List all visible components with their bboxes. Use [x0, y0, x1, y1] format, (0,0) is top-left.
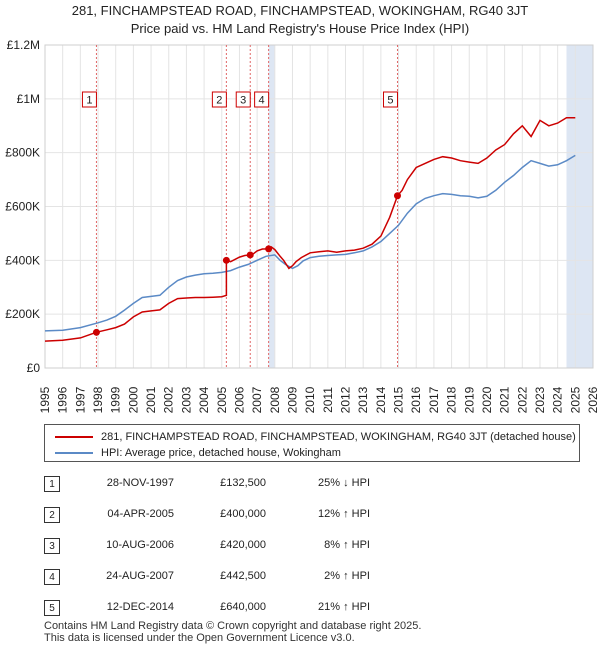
y-tick-label: £800K: [5, 146, 40, 160]
x-tick-label: 1998: [91, 386, 105, 413]
x-tick-label: 1996: [56, 386, 70, 413]
sale-hpi-diff: 2% ↑ HPI: [324, 570, 370, 582]
sale-date: 24-AUG-2007: [106, 570, 174, 582]
footer-licence: This data is licensed under the Open Gov…: [44, 632, 355, 644]
plot-area: [44, 44, 594, 369]
sale-hpi-diff: 25% ↓ HPI: [318, 477, 370, 489]
sale-label-box: [81, 91, 97, 108]
y-tick-label: £1.2M: [7, 38, 40, 52]
sale-number: 5: [44, 600, 60, 616]
x-tick-label: 2005: [215, 386, 229, 413]
sale-label: 1: [86, 95, 92, 107]
x-tick-label: 2000: [126, 386, 140, 413]
sale-hpi-diff: 8% ↑ HPI: [324, 539, 370, 551]
x-tick-label: 1999: [109, 386, 123, 413]
sale-hpi-diff: 21% ↑ HPI: [318, 601, 370, 613]
legend-label-hpi: HPI: Average price, detached house, Woki…: [101, 447, 341, 459]
x-tick-label: 2007: [250, 386, 264, 413]
sale-date: 10-AUG-2006: [106, 539, 174, 551]
x-tick-label: 2001: [144, 386, 158, 413]
x-tick-label: 2024: [551, 386, 565, 413]
sale-price: £132,500: [220, 477, 266, 489]
chart-title: 281, FINCHAMPSTEAD ROAD, FINCHAMPSTEAD, …: [0, 2, 600, 38]
sale-point: [393, 192, 401, 200]
x-tick-label: 2016: [409, 386, 423, 413]
x-tick-label: 2012: [339, 386, 353, 413]
footer-copyright: Contains HM Land Registry data © Crown c…: [44, 620, 422, 632]
sale-price: £640,000: [220, 601, 266, 613]
x-tick-label: 2013: [356, 386, 370, 413]
sales-table: 1 28-NOV-1997 £132,500 25% ↓ HPI 2 04-AP…: [44, 472, 584, 627]
x-tick-label: 2002: [162, 386, 176, 413]
y-tick-label: £200K: [5, 307, 40, 321]
table-row: 5 12-DEC-2014 £640,000 21% ↑ HPI: [44, 596, 584, 627]
x-tick-label: 2020: [480, 386, 494, 413]
x-tick-label: 2015: [392, 386, 406, 413]
sale-point: [92, 328, 100, 336]
y-tick-label: £400K: [5, 253, 40, 267]
x-tick-label: 2006: [232, 386, 246, 413]
x-tick-label: 2008: [268, 386, 282, 413]
table-row: 3 10-AUG-2006 £420,000 8% ↑ HPI: [44, 534, 584, 565]
sale-date: 12-DEC-2014: [106, 601, 174, 613]
title-line-1: 281, FINCHAMPSTEAD ROAD, FINCHAMPSTEAD, …: [71, 3, 529, 18]
x-tick-label: 2009: [285, 386, 299, 413]
x-tick-label: 1997: [73, 386, 87, 413]
footer: Contains HM Land Registry data © Crown c…: [44, 620, 421, 644]
legend-label-property: 281, FINCHAMPSTEAD ROAD, FINCHAMPSTEAD, …: [101, 431, 576, 443]
sale-number: 3: [44, 538, 60, 554]
sale-price: £400,000: [220, 508, 266, 520]
x-tick-label: 2025: [568, 386, 582, 413]
x-tick-label: 2018: [445, 386, 459, 413]
x-tick-label: 2026: [586, 386, 600, 413]
x-tick-label: 2004: [197, 386, 211, 413]
sale-label: 3: [240, 95, 246, 107]
sale-label: 2: [216, 95, 222, 107]
sale-point: [246, 251, 254, 259]
sale-number: 4: [44, 569, 60, 585]
table-row: 4 24-AUG-2007 £442,500 2% ↑ HPI: [44, 565, 584, 596]
legend-swatch-property: [55, 436, 93, 438]
y-tick-label: £1M: [17, 92, 40, 106]
x-tick-label: 2010: [303, 386, 317, 413]
table-row: 2 04-APR-2005 £400,000 12% ↑ HPI: [44, 503, 584, 534]
sale-price: £420,000: [220, 539, 266, 551]
sale-point: [265, 245, 273, 253]
legend: 281, FINCHAMPSTEAD ROAD, FINCHAMPSTEAD, …: [44, 424, 580, 462]
sale-label-box: [382, 91, 398, 108]
y-tick-label: £0: [27, 361, 41, 375]
x-tick-label: 2011: [321, 387, 335, 413]
x-tick-label: 2014: [374, 386, 388, 413]
x-tick-label: 1995: [38, 386, 52, 413]
sale-date: 28-NOV-1997: [106, 477, 174, 489]
sale-label: 5: [387, 95, 393, 107]
x-tick-label: 2021: [498, 386, 512, 413]
sale-number: 1: [44, 476, 60, 492]
x-tick-label: 2023: [533, 386, 547, 413]
sale-date: 04-APR-2005: [107, 508, 174, 520]
title-line-2: Price paid vs. HM Land Registry's House …: [130, 21, 470, 36]
legend-swatch-hpi: [55, 452, 93, 454]
series-line-property: [44, 116, 576, 342]
sale-price: £442,500: [220, 570, 266, 582]
sale-label-box: [254, 91, 270, 108]
sale-point: [222, 256, 230, 264]
sale-number: 2: [44, 507, 60, 523]
table-row: 1 28-NOV-1997 £132,500 25% ↓ HPI: [44, 472, 584, 503]
x-tick-label: 2022: [515, 386, 529, 413]
x-tick-label: 2017: [427, 386, 441, 413]
sale-label-box: [211, 91, 227, 108]
sale-label-box: [235, 91, 251, 108]
x-tick-label: 2003: [179, 386, 193, 413]
x-tick-label: 2019: [462, 386, 476, 413]
y-tick-label: £600K: [5, 200, 40, 214]
sale-label: 4: [259, 95, 265, 107]
sale-hpi-diff: 12% ↑ HPI: [318, 508, 370, 520]
series-line-hpi: [44, 154, 576, 332]
